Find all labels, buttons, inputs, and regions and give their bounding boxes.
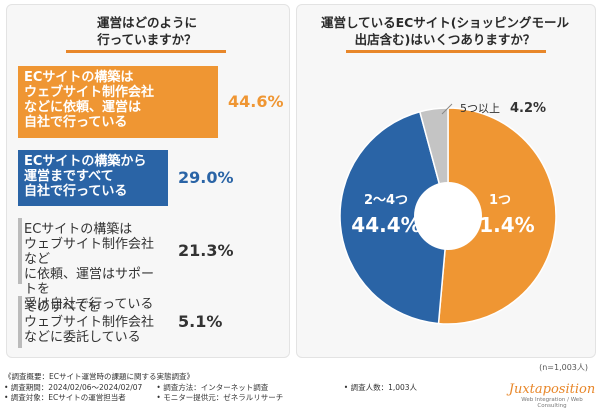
- bar-value-label: 44.6%: [228, 92, 284, 111]
- bar-category-line: 自社で行っている: [24, 115, 212, 130]
- bar-category-line: ECサイトの構築は: [24, 222, 162, 237]
- right-chart-panel: [296, 4, 596, 358]
- right-question-title: 運営しているECサイト(ショッピングモール 出店含む)はいくつありますか？: [296, 14, 594, 48]
- footer-row-2: • 調査対象：ECサイトの運営担当者 • モニター提供元：ゼネラルリサーチ: [4, 393, 594, 404]
- bar-accent: [18, 218, 22, 284]
- right-question-line-2: 出店含む)はいくつありますか？: [296, 31, 594, 48]
- bar: ECサイトの構築から 運営まですべて 自社で行っている: [18, 150, 168, 206]
- left-question-title: 運営はどのように 行っていますか？: [6, 14, 288, 48]
- right-question-underline: [346, 50, 546, 53]
- left-question-underline: [66, 50, 226, 53]
- right-question-line-1: 運営しているECサイト(ショッピングモール: [296, 14, 594, 31]
- left-question-line-1: 運営はどのように: [6, 14, 288, 31]
- survey-count: • 調査人数：1,003人: [344, 383, 417, 392]
- bar-category-line: などに依頼、運営は: [24, 100, 212, 115]
- bar-category-line: ECサイトの構築は: [24, 70, 212, 85]
- bar-row: ECサイトの構築は ウェブサイト制作会社など に依頼、運営はサポートを 受け自社で行っ…: [18, 218, 278, 284]
- bar-value-label: 5.1%: [178, 312, 222, 331]
- left-question-line-2: 行っていますか？: [6, 31, 288, 48]
- survey-target: • 調査対象：ECサイトの運営担当者: [4, 393, 154, 404]
- bar-category-line: などに委託している: [24, 330, 162, 345]
- bar-value-label: 29.0%: [178, 168, 234, 187]
- bar-category-line: ウェブサイト制作会社: [24, 315, 162, 330]
- survey-method: • 調査方法：インターネット調査: [156, 383, 341, 394]
- bar-row: ECサイトの構築は ウェブサイト制作会社 などに依頼、運営は 自社で行っている 44.6…: [18, 66, 278, 138]
- bar-accent: [18, 296, 22, 348]
- bar: そのすべてを ウェブサイト制作会社 などに委託している: [18, 296, 168, 348]
- bar-category-line: 運営まですべて: [24, 169, 162, 184]
- bar-category-line: ウェブサイト制作会社: [24, 85, 212, 100]
- bar-category-line: 自社で行っている: [24, 184, 162, 199]
- survey-provider: • モニター提供元：ゼネラルリサーチ: [156, 393, 283, 402]
- survey-summary: 《調査概要：ECサイト運営時の課題に関する実態調査》: [4, 372, 594, 383]
- bar-category-line: に依頼、運営はサポートを: [24, 267, 162, 297]
- bar: ECサイトの構築は ウェブサイト制作会社など に依頼、運営はサポートを 受け自社で行っ…: [18, 218, 168, 284]
- survey-footer: 《調査概要：ECサイト運営時の課題に関する実態調査》 • 調査期間：2024/0…: [4, 372, 594, 404]
- survey-period: • 調査期間：2024/02/06〜2024/02/07: [4, 383, 154, 394]
- bar-row: そのすべてを ウェブサイト制作会社 などに委託している 5.1%: [18, 296, 278, 348]
- bar-category-line: ウェブサイト制作会社など: [24, 237, 162, 267]
- bar-value-label: 21.3%: [178, 241, 234, 260]
- bar-category-line: ECサイトの構築から: [24, 154, 162, 169]
- bar-row: ECサイトの構築から 運営まですべて 自社で行っている 29.0%: [18, 150, 278, 206]
- logo-subtitle: Web Integration / Web Consulting: [508, 397, 596, 409]
- footer-row-1: • 調査期間：2024/02/06〜2024/02/07 • 調査方法：インター…: [4, 383, 594, 394]
- bar: ECサイトの構築は ウェブサイト制作会社 などに依頼、運営は 自社で行っている: [18, 66, 218, 138]
- bar-category-line: そのすべてを: [24, 300, 162, 315]
- company-logo: Juxtaposition Web Integration / Web Cons…: [508, 382, 596, 409]
- logo-name: Juxtaposition: [508, 382, 596, 397]
